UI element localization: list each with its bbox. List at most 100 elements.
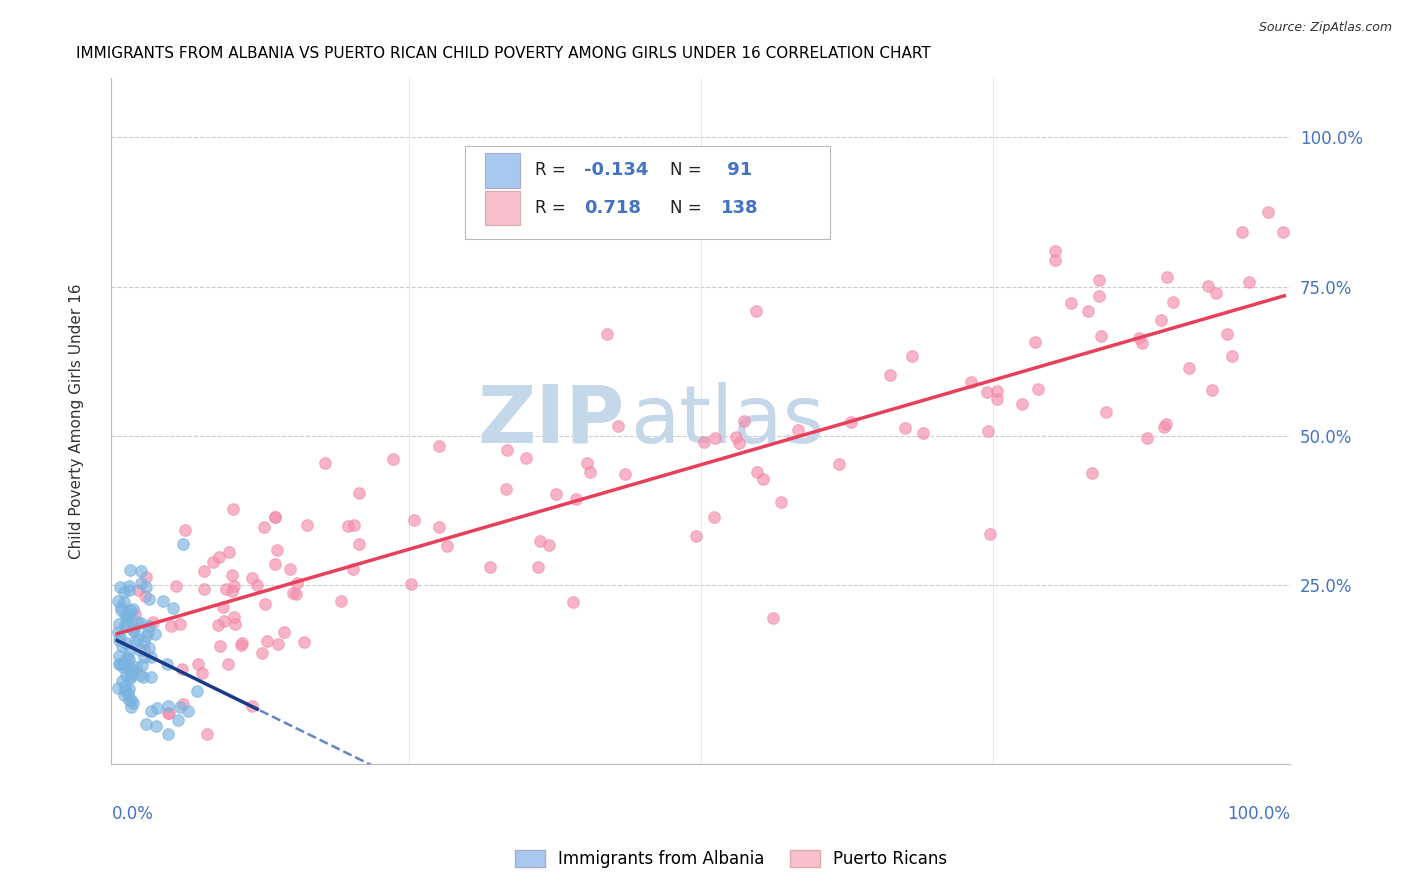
Point [121, 601, 143, 615]
Point [212, 600, 235, 615]
Point [478, 560, 501, 574]
Point [495, 482, 517, 496]
Point [703, 510, 725, 524]
Point [114, 682, 136, 697]
Point [117, 681, 139, 696]
Point [115, 610, 138, 624]
Text: Source: ZipAtlas.com: Source: ZipAtlas.com [1258, 21, 1392, 34]
Point [111, 639, 134, 653]
Text: ZIP: ZIP [477, 382, 624, 460]
Point [134, 589, 156, 603]
Point [565, 491, 588, 506]
Point [976, 385, 998, 400]
Point [112, 595, 135, 609]
Legend: Immigrants from Albania, Puerto Ricans: Immigrants from Albania, Puerto Ricans [509, 843, 953, 875]
Point [960, 376, 983, 390]
Point [787, 423, 810, 437]
Point [1011, 396, 1033, 410]
Point [131, 576, 153, 591]
Point [839, 415, 862, 429]
Point [314, 456, 336, 470]
FancyBboxPatch shape [465, 146, 831, 239]
Point [121, 620, 143, 634]
Point [110, 600, 132, 615]
Point [685, 528, 707, 542]
Point [979, 527, 1001, 541]
Point [124, 607, 146, 622]
Point [129, 642, 152, 657]
Point [201, 554, 224, 568]
Point [273, 624, 295, 639]
Point [120, 669, 142, 683]
Point [117, 693, 139, 707]
Point [893, 420, 915, 434]
Point [142, 615, 165, 630]
Point [911, 426, 934, 441]
Point [1230, 225, 1253, 239]
Point [115, 619, 138, 633]
Point [131, 658, 153, 673]
Text: IMMIGRANTS FROM ALBANIA VS PUERTO RICAN CHILD POVERTY AMONG GIRLS UNDER 16 CORRE: IMMIGRANTS FROM ALBANIA VS PUERTO RICAN … [76, 46, 931, 62]
Point [221, 584, 243, 599]
Point [724, 430, 747, 444]
Point [752, 472, 775, 486]
Point [256, 634, 278, 648]
Point [986, 384, 1008, 398]
Point [1150, 313, 1173, 327]
Text: -0.134: -0.134 [583, 161, 648, 179]
Point [132, 643, 155, 657]
Point [561, 594, 583, 608]
Point [114, 617, 136, 632]
Point [112, 585, 135, 599]
Point [125, 615, 148, 629]
Point [134, 649, 156, 664]
Point [208, 550, 231, 565]
Point [606, 419, 628, 434]
Point [596, 327, 619, 342]
Point [165, 578, 187, 592]
Point [1024, 335, 1046, 350]
Point [1205, 285, 1227, 300]
Point [828, 457, 851, 471]
Point [111, 660, 134, 674]
Text: 0.0%: 0.0% [111, 805, 153, 823]
Point [246, 578, 269, 592]
Point [292, 635, 315, 649]
Point [135, 629, 157, 643]
Point [1154, 417, 1177, 431]
Point [229, 638, 252, 652]
Point [538, 538, 561, 552]
Point [186, 684, 208, 698]
Point [170, 662, 193, 676]
Point [115, 649, 138, 664]
Point [703, 431, 725, 445]
Point [224, 579, 246, 593]
Point [120, 665, 142, 679]
Point [1081, 466, 1104, 480]
Point [745, 466, 768, 480]
Point [240, 698, 263, 713]
Point [267, 637, 290, 651]
Point [120, 693, 142, 707]
Text: 138: 138 [721, 199, 758, 217]
Point [381, 452, 404, 467]
Point [157, 706, 180, 721]
Point [745, 304, 768, 318]
Point [115, 668, 138, 682]
Point [108, 632, 131, 647]
Point [120, 700, 142, 714]
Point [1026, 382, 1049, 396]
Point [114, 679, 136, 693]
Point [295, 518, 318, 533]
Point [128, 668, 150, 682]
Point [138, 641, 160, 656]
Point [138, 619, 160, 633]
Point [986, 392, 1008, 406]
Point [121, 665, 143, 680]
Point [330, 594, 353, 608]
Point [127, 632, 149, 646]
Point [135, 717, 157, 731]
Point [575, 457, 598, 471]
Point [135, 581, 157, 595]
Point [117, 609, 139, 624]
